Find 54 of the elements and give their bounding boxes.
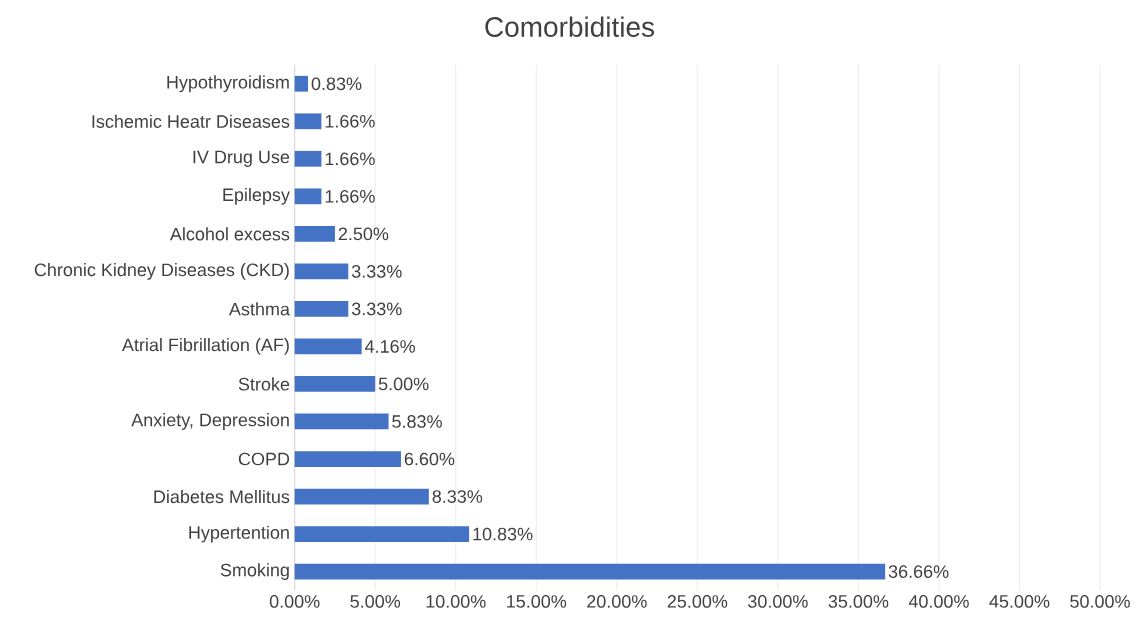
x-tick-label: 0.00% <box>269 595 320 608</box>
y-tick-label: Hypothyroidism <box>167 75 289 93</box>
y-tick-label: Diabetes Mellitus <box>154 489 290 504</box>
y-tick-label: Asthma <box>228 302 290 316</box>
bar <box>294 488 429 505</box>
data-label: 5.83% <box>392 415 442 428</box>
chart-title: Comorbidities <box>485 16 655 37</box>
data-label: 1.66% <box>325 152 375 166</box>
y-tick-label: Chronic Kidney Diseases (CKD) <box>34 262 289 280</box>
bar <box>294 526 470 542</box>
data-label: 10.83% <box>473 527 533 541</box>
x-tick-label: 5.00% <box>350 595 401 608</box>
data-label: 5.00% <box>378 377 429 391</box>
y-tick-label: Anxiety, Depression <box>131 413 289 430</box>
y-tick-label: COPD <box>238 452 290 466</box>
bar <box>294 563 886 580</box>
x-tick-label: 40.00% <box>908 595 969 608</box>
bar <box>294 376 376 392</box>
x-tick-label: 25.00% <box>667 595 728 608</box>
data-label: 2.50% <box>338 227 389 241</box>
bar <box>294 338 362 355</box>
data-label: 1.66% <box>325 114 375 128</box>
y-tick-label: Smoking <box>220 563 289 580</box>
data-label: 8.33% <box>432 490 483 503</box>
bar <box>294 413 389 430</box>
y-tick-label: Stroke <box>238 377 290 391</box>
bar <box>294 451 401 467</box>
x-tick-label: 20.00% <box>587 595 647 608</box>
data-label: 3.33% <box>351 302 402 316</box>
data-label: 1.66% <box>325 189 375 203</box>
x-tick-label: 10.00% <box>426 595 486 608</box>
bar <box>294 75 309 92</box>
bar <box>294 263 349 280</box>
y-tick-label: Alcohol excess <box>169 227 290 241</box>
x-tick-label: 50.00% <box>1070 595 1130 608</box>
x-tick-label: 30.00% <box>748 595 808 608</box>
data-label: 0.83% <box>311 77 362 91</box>
bar <box>294 225 335 242</box>
y-tick-label: Epilepsy <box>223 187 290 205</box>
x-tick-label: 45.00% <box>989 595 1050 608</box>
bar <box>294 150 322 167</box>
y-tick-label: Ischemic Heatr Diseases <box>92 114 290 128</box>
bar <box>294 301 349 317</box>
x-tick-label: 15.00% <box>507 595 567 608</box>
data-label: 6.60% <box>404 452 455 466</box>
y-tick-label: Hypertention <box>189 525 289 543</box>
data-label: 36.66% <box>888 565 949 578</box>
x-tick-label: 35.00% <box>828 595 889 608</box>
y-tick-label: IV Drug Use <box>193 150 290 167</box>
bar <box>294 113 322 130</box>
data-label: 4.16% <box>365 340 415 353</box>
data-label: 3.33% <box>351 265 402 278</box>
bar <box>294 188 322 205</box>
y-tick-label: Atrial Fibrillation (AF) <box>121 338 289 355</box>
